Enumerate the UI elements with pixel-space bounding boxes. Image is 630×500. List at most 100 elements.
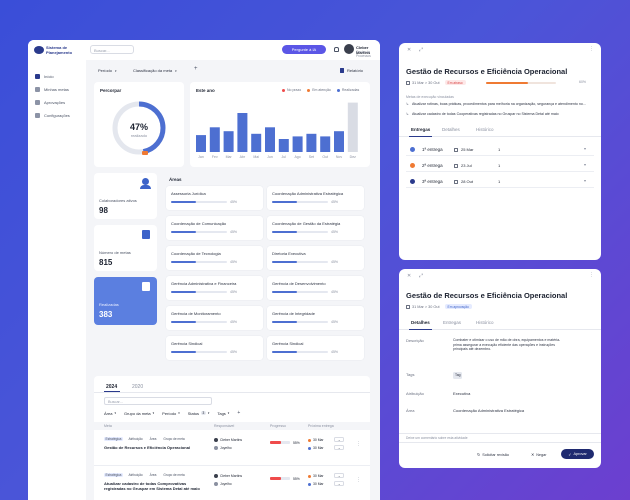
delivery-count: 1 bbox=[498, 179, 501, 184]
area-card[interactable]: Coordenação de Gestão da Estratégia 45% bbox=[267, 216, 364, 240]
progress-donut bbox=[112, 101, 166, 155]
tab-detalhes[interactable]: Detalhes bbox=[409, 320, 432, 330]
area-percent: 45% bbox=[331, 259, 339, 264]
area-card[interactable]: Gerência de Integridade 45% bbox=[267, 306, 364, 330]
row-progress-fill bbox=[270, 441, 281, 444]
chevron-down-icon[interactable]: ▾ bbox=[584, 146, 587, 151]
bar-chart: Jan Fev Mar Abr Mai Jun Jul Ago Set Out Nov Dez bbox=[196, 102, 358, 159]
filter-area[interactable]: Área ▾ bbox=[104, 410, 116, 416]
delivery-row[interactable]: 3ª entrega 28 Out 1 ▾ bbox=[406, 175, 594, 188]
filter-period[interactable]: Período ▾ bbox=[162, 410, 180, 416]
delivery-dot bbox=[308, 474, 311, 478]
bar bbox=[306, 133, 317, 152]
filter-tags[interactable]: Tags ▾ bbox=[217, 410, 230, 416]
checklist-item[interactable]: ↳ Atualizar rotinas, boas práticas, proc… bbox=[406, 102, 594, 106]
request-review-button[interactable]: ↻ Solicitar revisão bbox=[477, 452, 509, 458]
area-card[interactable]: Coordenação Administrativa Estratégica 45… bbox=[267, 186, 364, 210]
sidebar-item-aprovacoes[interactable]: Aprovações bbox=[35, 97, 85, 107]
comment-input[interactable]: Deixe um comentário sobre esta atividade bbox=[406, 436, 468, 440]
close-icon[interactable]: ✕ bbox=[407, 47, 412, 53]
sidebar-item-inicio[interactable]: Início bbox=[35, 71, 85, 81]
approve-button[interactable]: ✓ Aprovar bbox=[561, 449, 594, 459]
goals-search-input[interactable]: Buscar... bbox=[104, 397, 212, 405]
sidebar-item-configuracoes[interactable]: Configurações bbox=[35, 110, 85, 120]
tick-label: Nov bbox=[336, 155, 342, 159]
goals-table-card: 2024 2020 Buscar... Área ▾ Grupo da meta ▾… bbox=[94, 376, 370, 500]
table-row[interactable]: Estratégica Atribuição Área Grupo de meta At… bbox=[94, 468, 370, 500]
more-icon[interactable]: ⋮ bbox=[589, 46, 594, 52]
tab-entregas[interactable]: Entregas bbox=[408, 127, 433, 137]
deny-button[interactable]: ✕ Negar bbox=[531, 452, 547, 458]
field-label: Tags bbox=[406, 372, 415, 377]
area-card[interactable]: Gerência Administrativa e Financeira 45% bbox=[166, 276, 263, 300]
area-card[interactable]: Coordenação de Tecnologia 45% bbox=[166, 246, 263, 270]
checklist-item[interactable]: ↳ Atualizar cadastro de todas Cooperativ… bbox=[406, 112, 594, 116]
area-card[interactable]: Assessoria Jurídica 45% bbox=[166, 186, 263, 210]
area-card[interactable]: Diretoria Executiva 45% bbox=[267, 246, 364, 270]
search-input[interactable]: Buscar... bbox=[90, 45, 134, 54]
avatar[interactable] bbox=[344, 44, 354, 54]
arrow-right-icon[interactable]: → bbox=[334, 481, 344, 486]
detail-progress-fill bbox=[486, 82, 528, 84]
filter-label: Período bbox=[98, 68, 113, 73]
tab-historico[interactable]: Histórico bbox=[476, 320, 494, 325]
button-label: Aprovar bbox=[573, 452, 587, 456]
more-icon[interactable]: ⋮ bbox=[589, 272, 594, 278]
area-name: Diretoria Executiva bbox=[272, 251, 306, 256]
chevron-down-icon[interactable]: ▾ bbox=[584, 178, 587, 183]
tab-historico[interactable]: Histórico bbox=[476, 127, 494, 132]
report-button[interactable]: Relatório bbox=[340, 68, 363, 73]
status-badge: Em aprovação bbox=[444, 304, 472, 309]
field-label: Área bbox=[406, 408, 415, 413]
arrow-right-icon[interactable]: → bbox=[334, 437, 344, 442]
area-name: Coordenação de Tecnologia bbox=[171, 251, 221, 256]
period-filter[interactable]: Período ▾ bbox=[98, 68, 117, 73]
chevron-down-icon[interactable]: ▾ bbox=[584, 162, 587, 167]
area-card[interactable]: Gerência de Monitoramento 45% bbox=[166, 306, 263, 330]
area-progress-track bbox=[171, 321, 227, 323]
legend-dot bbox=[336, 88, 340, 92]
more-icon[interactable]: ⋮ bbox=[356, 441, 361, 447]
add-filter-button[interactable]: + bbox=[194, 66, 198, 72]
ask-ai-button[interactable]: Pergunte à IA bbox=[282, 45, 326, 54]
delivery-row[interactable]: 2ª entrega 23 Jul 1 ▾ bbox=[406, 159, 594, 172]
tick-label: Jul bbox=[282, 155, 287, 159]
area-card[interactable]: Gerência de Desenvolvimento 45% bbox=[267, 276, 364, 300]
year-tab-2020[interactable]: 2020 bbox=[132, 384, 144, 390]
bell-icon[interactable] bbox=[334, 47, 339, 52]
area-card[interactable]: Coordenação de Comunicação 45% bbox=[166, 216, 263, 240]
area-card[interactable]: Gerência Sindical 45% bbox=[267, 336, 364, 360]
gear-icon bbox=[35, 112, 40, 118]
delivery-row[interactable]: 1ª entrega 25 Mar 1 ▾ bbox=[406, 143, 594, 156]
progress-card: Percorpar 47% realizado bbox=[94, 82, 184, 167]
add-filter-button[interactable]: + bbox=[237, 410, 241, 416]
filter-group[interactable]: Grupo da meta ▾ bbox=[123, 410, 155, 416]
arrow-right-icon[interactable]: → bbox=[334, 445, 344, 450]
area-progress-track bbox=[171, 231, 227, 233]
area-card[interactable]: Gerência Sindical 45% bbox=[166, 336, 263, 360]
classification-filter[interactable]: Classificação da meta ▾ bbox=[133, 68, 177, 73]
filter-label: Classificação da meta bbox=[133, 68, 173, 73]
field-description: Descrição Combater e otimizar o uso de m… bbox=[406, 338, 594, 362]
sidebar-item-metas[interactable]: Minhas metas bbox=[35, 84, 85, 94]
goals-stat: Número de metas 815 bbox=[94, 225, 157, 271]
more-icon[interactable]: ⋮ bbox=[356, 477, 361, 483]
collaborators-stat: Colaboradores ativos 98 bbox=[94, 173, 157, 219]
expand-icon[interactable]: ⤢ bbox=[419, 273, 424, 279]
delivery-dot bbox=[308, 438, 311, 442]
tick-label: Out bbox=[322, 155, 328, 159]
close-icon[interactable]: ✕ bbox=[407, 273, 412, 279]
year-tab-2024[interactable]: 2024 bbox=[106, 384, 118, 390]
tab-detalhes[interactable]: Detalhes bbox=[442, 127, 460, 132]
arrow-right-icon[interactable]: → bbox=[334, 473, 344, 478]
table-row[interactable]: Estratégica Atribuição Área Grupo de meta Ge… bbox=[94, 432, 370, 466]
tick-label: Jun bbox=[267, 155, 273, 159]
area-percent: 45% bbox=[230, 199, 238, 204]
expand-icon[interactable]: ⤢ bbox=[419, 47, 424, 53]
legend-label: Realizadas bbox=[341, 88, 360, 92]
filter-status[interactable]: Status 3 ▾ bbox=[187, 410, 210, 416]
document-check-icon bbox=[142, 282, 150, 291]
area-progress-track bbox=[272, 291, 328, 293]
tick-label: Ago bbox=[294, 155, 300, 159]
tab-entregas[interactable]: Entregas bbox=[443, 320, 462, 325]
